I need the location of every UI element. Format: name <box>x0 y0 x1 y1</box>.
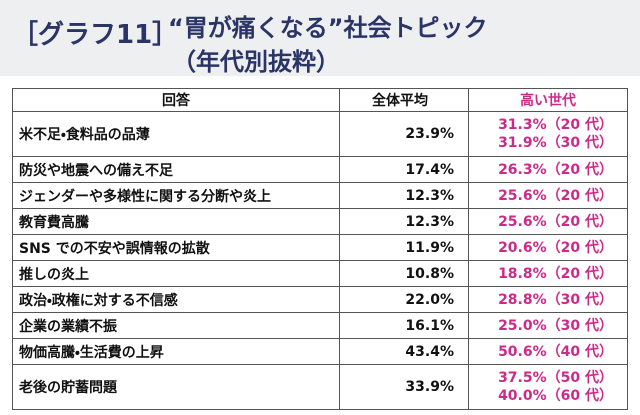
table-row: SNS での不安や誤情報の拡散 11.9% 20.6%（20 代） <box>12 234 628 261</box>
answer-cell: 推しの炎上 <box>12 260 340 287</box>
table-row: 教育費高騰 12.3% 25.6%（20 代） <box>12 208 628 235</box>
table-row: ジェンダーや多様性に関する分断や炎上 12.3% 25.6%（20 代） <box>12 182 628 209</box>
header-row: 回答 全体平均 高い世代 <box>12 88 628 112</box>
average-cell: 12.3% <box>339 182 469 209</box>
high-generation-value: 25.6%（20 代） <box>498 213 613 230</box>
average-cell: 12.3% <box>339 208 469 235</box>
high-generation-value: 28.8%（30 代） <box>498 291 613 308</box>
table-row: 米不足・食料品の品薄 23.9% 31.3%（20 代） 31.9%（30 代） <box>12 111 628 157</box>
high-generation-cell: 26.3%（20 代） <box>468 156 628 183</box>
high-generation-value: 25.0%（30 代） <box>498 317 613 334</box>
answer-cell: 防災や地震への備え不足 <box>12 156 340 183</box>
table-row: 政治・政権に対する不信感 22.0% 28.8%（30 代） <box>12 286 628 313</box>
answer-cell: ジェンダーや多様性に関する分断や炎上 <box>12 182 340 209</box>
high-generation-value: 25.6%（20 代） <box>498 187 613 204</box>
header-subtitle: （年代別抜粋） <box>172 48 340 76</box>
high-generation-cell: 25.6%（20 代） <box>468 182 628 209</box>
high-generation-value: 50.6%（40 代） <box>498 343 613 360</box>
answer-cell: 米不足・食料品の品薄 <box>12 111 340 157</box>
average-cell: 10.8% <box>339 260 469 287</box>
average-cell: 22.0% <box>339 286 469 313</box>
high-generation-value: 40.0%（60 代） <box>498 388 613 404</box>
high-generation-cell: 28.8%（30 代） <box>468 286 628 313</box>
table-row: 物価高騰・生活費の上昇 43.4% 50.6%（40 代） <box>12 338 628 365</box>
high-generation-value: 26.3%（20 代） <box>498 161 613 178</box>
average-cell: 23.9% <box>339 111 469 157</box>
high-generation-value: 31.9%（30 代） <box>498 135 613 151</box>
column-header: 回答 <box>12 88 340 112</box>
high-generation-cell: 20.6%（20 代） <box>468 234 628 261</box>
high-generation-cell: 31.3%（20 代） 31.9%（30 代） <box>468 111 628 157</box>
high-generation-cell: 37.5%（50 代） 40.0%（60 代） <box>468 364 628 410</box>
answer-cell: 政治・政権に対する不信感 <box>12 286 340 313</box>
answer-cell: 教育費高騰 <box>12 208 340 235</box>
table-row: 防災や地震への備え不足 17.4% 26.3%（20 代） <box>12 156 628 183</box>
table-row: 老後の貯蓄問題 33.9% 37.5%（50 代） 40.0%（60 代） <box>12 364 628 410</box>
column-header: 高い世代 <box>468 88 628 112</box>
high-generation-value: 31.3%（20 代） <box>498 117 613 133</box>
high-generation-value: 37.5%（50 代） <box>498 370 613 386</box>
average-cell: 17.4% <box>339 156 469 183</box>
average-cell: 16.1% <box>339 312 469 339</box>
header: ［グラフ11］ “胃が痛くなる”社会トピック （年代別抜粋） <box>0 0 640 76</box>
data-table: 回答 全体平均 高い世代 米不足・食料品の品薄 23.9% 31.3%（20 代） 31.9… <box>12 88 628 410</box>
column-header: 全体平均 <box>339 88 469 112</box>
high-generation-cell: 25.0%（30 代） <box>468 312 628 339</box>
table-row: 企業の業績不振 16.1% 25.0%（30 代） <box>12 312 628 339</box>
average-cell: 11.9% <box>339 234 469 261</box>
table-row: 推しの炎上 10.8% 18.8%（20 代） <box>12 260 628 287</box>
average-cell: 43.4% <box>339 338 469 365</box>
high-generation-cell: 18.8%（20 代） <box>468 260 628 287</box>
answer-cell: 企業の業績不振 <box>12 312 340 339</box>
answer-cell: SNS での不安や誤情報の拡散 <box>12 234 340 261</box>
high-generation-cell: 50.6%（40 代） <box>468 338 628 365</box>
high-generation-cell: 25.6%（20 代） <box>468 208 628 235</box>
high-generation-value: 18.8%（20 代） <box>498 265 613 282</box>
answer-cell: 物価高騰・生活費の上昇 <box>12 338 340 365</box>
header-tag: ［グラフ11］ <box>12 20 179 50</box>
average-cell: 33.9% <box>339 364 469 410</box>
high-generation-value: 20.6%（20 代） <box>498 239 613 256</box>
answer-cell: 老後の貯蓄問題 <box>12 364 340 410</box>
header-title: “胃が痛くなる”社会トピック <box>168 14 488 42</box>
